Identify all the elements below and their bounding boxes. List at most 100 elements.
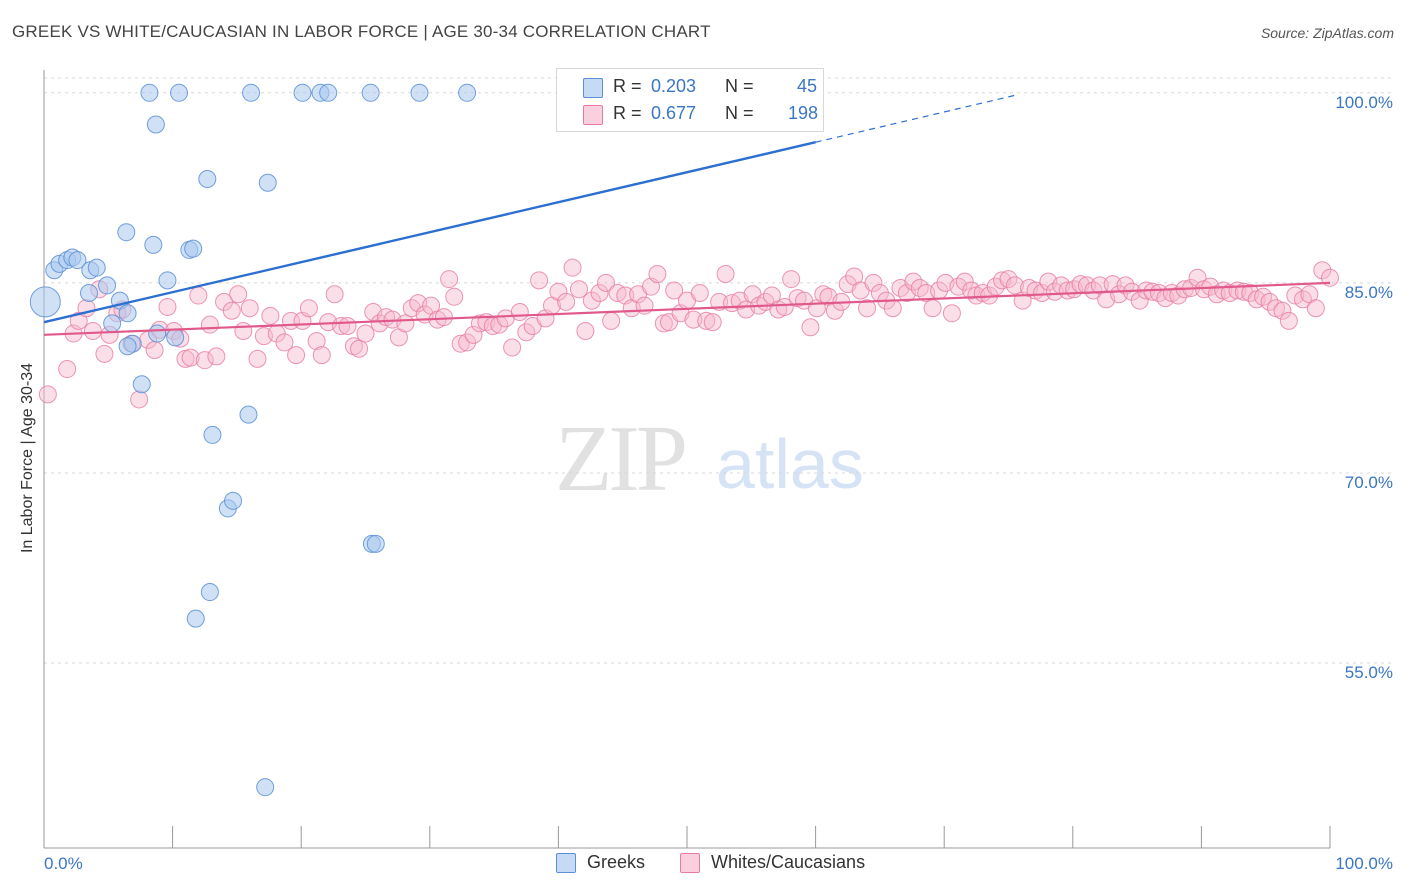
data-point-whites <box>207 347 226 366</box>
data-point-greeks <box>87 258 106 277</box>
y-tick-label: 100.0% <box>1335 93 1393 112</box>
data-point-greeks <box>224 491 243 510</box>
trend-lines <box>43 94 1331 336</box>
data-point-greeks <box>98 276 117 295</box>
data-point-greeks <box>361 83 380 102</box>
data-point-greeks <box>146 115 165 134</box>
data-point-whites <box>458 333 477 352</box>
data-point-whites <box>1130 291 1149 310</box>
watermark: ZIP atlas <box>555 407 864 511</box>
y-tick-label: 70.0% <box>1345 473 1393 492</box>
data-point-whites <box>325 285 344 304</box>
data-point-greeks <box>366 534 385 553</box>
series-whites-points <box>38 258 1339 409</box>
data-point-whites <box>338 316 357 335</box>
data-point-whites <box>229 285 248 304</box>
data-point-whites <box>503 338 522 357</box>
data-point-whites <box>864 273 883 292</box>
data-point-greeks <box>239 405 258 424</box>
series-greeks-points <box>29 83 609 797</box>
data-point-whites <box>1306 299 1325 318</box>
legend-n-label: N = <box>725 103 754 123</box>
data-point-greeks <box>256 778 275 797</box>
legend-swatch-whites <box>680 853 700 873</box>
data-point-greeks <box>166 328 185 347</box>
data-point-whites <box>962 281 981 300</box>
data-point-whites <box>1116 276 1135 295</box>
data-point-whites <box>716 265 735 284</box>
data-point-whites <box>1005 276 1024 295</box>
data-point-whites <box>557 292 576 311</box>
x-tick-label-min: 0.0% <box>44 854 83 873</box>
data-point-greeks <box>29 286 61 318</box>
legend-r-label: R = <box>613 103 642 123</box>
data-point-whites <box>158 297 177 316</box>
data-point-whites <box>775 297 794 316</box>
data-point-whites <box>510 303 529 322</box>
data-point-greeks <box>410 83 429 102</box>
data-point-whites <box>517 323 536 342</box>
data-point-whites <box>999 270 1018 289</box>
data-point-whites <box>782 270 801 289</box>
data-point-whites <box>648 265 667 284</box>
axes <box>43 70 1331 849</box>
data-point-whites <box>248 349 267 368</box>
data-point-whites <box>464 325 483 344</box>
x-tick-label-max: 100.0% <box>1335 854 1393 873</box>
data-point-greeks <box>242 83 261 102</box>
data-point-whites <box>883 299 902 318</box>
data-point-whites <box>275 333 294 352</box>
y-tick-label: 85.0% <box>1345 283 1393 302</box>
data-point-greeks <box>200 583 219 602</box>
legend-r-value-greeks: 0.203 <box>651 76 697 96</box>
data-point-greeks <box>158 271 177 290</box>
data-point-greeks <box>140 83 159 102</box>
data-point-whites <box>58 360 77 379</box>
data-point-whites <box>130 390 149 409</box>
data-point-whites <box>445 287 464 306</box>
trend-line-greeks-extension <box>815 94 1016 143</box>
data-point-whites <box>563 258 582 277</box>
data-point-greeks <box>118 337 137 356</box>
data-point-whites <box>440 270 459 289</box>
data-point-whites <box>596 273 615 292</box>
data-point-whites <box>234 322 253 341</box>
data-point-whites <box>1032 284 1051 303</box>
data-point-whites <box>451 334 470 353</box>
data-point-greeks <box>148 324 167 343</box>
data-point-whites <box>299 299 318 318</box>
data-point-whites <box>684 310 703 329</box>
data-point-whites <box>312 346 331 365</box>
data-point-whites <box>1273 301 1292 320</box>
stats-legend: R = 0.203 N = 45 R = 0.677 N = 198 <box>556 68 824 132</box>
data-point-greeks <box>458 83 477 102</box>
data-point-whites <box>703 313 722 332</box>
data-point-whites <box>942 304 961 323</box>
data-point-whites <box>195 351 214 370</box>
series-legend: Greeks Whites/Caucasians <box>0 852 1406 876</box>
data-point-whites <box>858 299 877 318</box>
data-point-whites <box>261 306 280 325</box>
data-point-greeks <box>203 425 222 444</box>
legend-swatch-whites <box>583 105 603 125</box>
legend-n-value-greeks: 45 <box>797 76 818 96</box>
data-point-whites <box>549 282 568 301</box>
data-point-whites <box>350 339 369 358</box>
trend-line-greeks <box>43 141 816 324</box>
data-point-greeks <box>186 609 205 628</box>
data-point-whites <box>665 281 684 300</box>
data-point-whites <box>181 348 200 367</box>
data-point-greeks <box>170 83 189 102</box>
data-point-whites <box>904 272 923 291</box>
data-point-greeks <box>319 83 338 102</box>
legend-n-label: N = <box>725 76 754 96</box>
data-point-greeks <box>118 304 137 323</box>
data-point-greeks <box>80 284 99 303</box>
data-point-whites <box>569 280 588 299</box>
data-point-whites <box>1313 261 1332 280</box>
data-point-whites <box>83 322 102 341</box>
data-point-greeks <box>184 239 203 258</box>
data-point-whites <box>344 337 363 356</box>
data-point-whites <box>801 318 820 337</box>
